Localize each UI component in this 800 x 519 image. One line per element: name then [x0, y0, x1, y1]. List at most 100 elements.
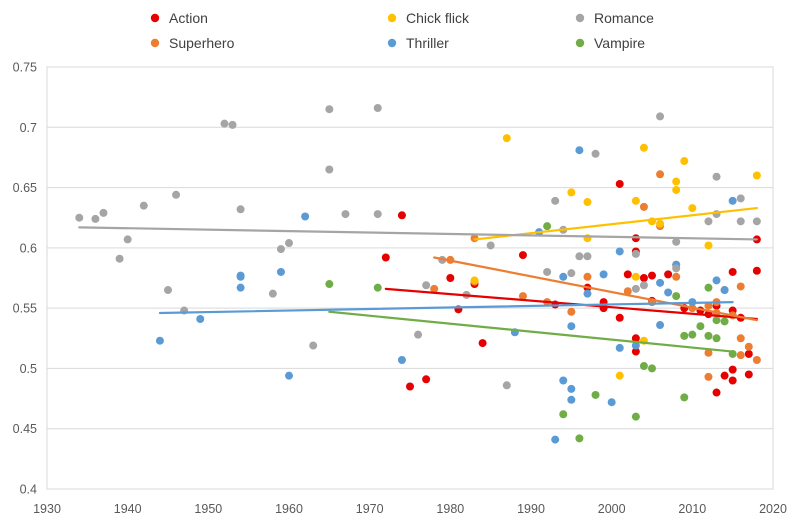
data-point: [615, 247, 624, 256]
data-point: [518, 292, 527, 301]
data-point: [276, 245, 285, 254]
data-point: [430, 284, 439, 293]
data-point: [446, 274, 455, 282]
data-point: [567, 269, 576, 278]
data-point: [75, 213, 84, 222]
legend-marker: [387, 38, 397, 48]
data-point: [639, 281, 648, 290]
x-tick-label: 1940: [114, 502, 142, 516]
data-point: [752, 355, 761, 364]
legend-marker: [150, 38, 160, 48]
data-point: [680, 393, 689, 402]
legend-label: Thriller: [406, 35, 449, 51]
data-point: [325, 105, 334, 114]
data-point: [672, 237, 681, 246]
legend: Action Superhero Chick flick Thriller Romanc…: [150, 10, 654, 51]
legend-label: Chick flick: [406, 10, 470, 26]
data-point: [736, 282, 745, 291]
data-point: [688, 204, 697, 213]
legend-label: Vampire: [594, 35, 645, 51]
data-point: [704, 331, 713, 340]
data-point: [583, 272, 592, 281]
x-tick-label: 1990: [517, 502, 545, 516]
data-point: [196, 314, 205, 323]
y-tick-label: 0.5: [20, 362, 37, 376]
data-point: [736, 217, 745, 226]
legend-marker: [150, 13, 160, 23]
x-tick-label: 1980: [436, 502, 464, 516]
data-point: [607, 398, 616, 407]
data-point: [656, 321, 665, 330]
x-tick-label: 1970: [356, 502, 384, 516]
data-point: [752, 266, 761, 275]
data-point: [704, 348, 713, 357]
legend-marker: [575, 13, 585, 23]
data-point: [744, 349, 753, 358]
legend-item: Chick flick: [387, 10, 470, 26]
data-point: [615, 179, 624, 188]
legend-item: Romance: [575, 10, 654, 26]
data-point: [406, 382, 414, 391]
data-point: [720, 286, 729, 295]
data-point: [631, 412, 640, 421]
data-point: [744, 342, 753, 351]
y-tick-label: 0.75: [13, 61, 37, 75]
y-tick-label: 0.45: [13, 422, 37, 436]
data-point: [575, 252, 584, 261]
data-point: [567, 188, 576, 197]
data-point: [728, 376, 737, 385]
data-point: [664, 270, 673, 279]
data-point: [639, 202, 648, 211]
data-point: [680, 157, 689, 166]
data-point: [470, 276, 479, 285]
data-point: [712, 334, 721, 343]
legend-item: Vampire: [575, 35, 645, 51]
x-tick-label: 1960: [275, 502, 303, 516]
data-point: [656, 112, 665, 121]
data-point: [301, 212, 310, 221]
data-point: [639, 274, 648, 282]
trendline-romance: [78, 226, 758, 241]
series-chick-flick: [470, 134, 761, 380]
data-point: [91, 214, 100, 223]
data-point: [648, 271, 656, 280]
y-tick-label: 0.65: [13, 181, 37, 195]
data-point: [397, 355, 406, 364]
data-point: [631, 272, 640, 281]
data-point: [518, 251, 527, 260]
data-point: [736, 194, 745, 203]
data-point: [631, 284, 640, 293]
data-point: [123, 235, 132, 244]
series-thriller: [155, 146, 737, 444]
data-point: [397, 211, 406, 220]
data-point: [639, 143, 648, 152]
data-point: [567, 322, 576, 331]
gridlines: [47, 66, 773, 430]
data-point: [656, 219, 665, 228]
data-point: [414, 330, 423, 339]
data-point: [236, 271, 245, 280]
data-point: [704, 372, 713, 381]
data-point: [672, 292, 681, 301]
data-point: [559, 410, 568, 419]
data-point: [325, 280, 334, 289]
data-point: [631, 334, 640, 343]
data-point: [502, 381, 511, 390]
data-point: [422, 281, 431, 290]
data-point: [575, 146, 584, 155]
trendlines: [78, 206, 758, 353]
data-point: [631, 249, 640, 258]
data-point: [720, 317, 729, 326]
data-point: [583, 289, 592, 298]
data-point: [623, 287, 632, 296]
data-point: [728, 196, 737, 205]
data-point: [236, 283, 245, 292]
data-point: [704, 241, 713, 250]
data-point: [599, 270, 608, 279]
y-tick-label: 0.4: [20, 483, 37, 497]
data-point: [680, 331, 689, 340]
x-tick-label: 2000: [598, 502, 626, 516]
data-point: [164, 286, 172, 295]
data-point: [567, 307, 576, 316]
legend-label: Romance: [594, 10, 654, 26]
